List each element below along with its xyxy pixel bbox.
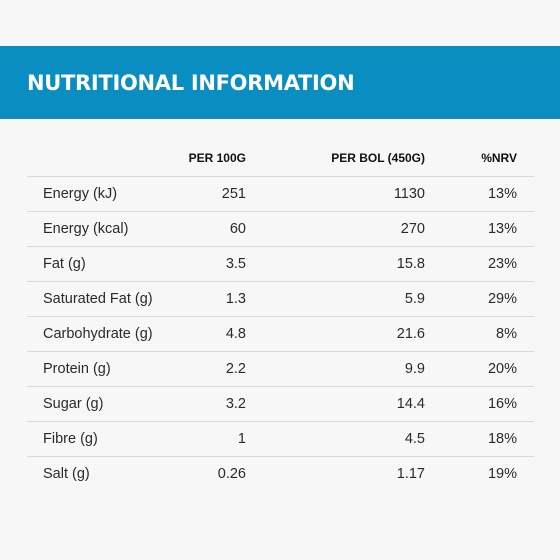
nutrient-name: Fat (g)	[43, 256, 86, 272]
table-row: Saturated Fat (g) 1.3 5.9 29%	[27, 281, 534, 316]
nrv-value: 18%	[487, 431, 517, 447]
table-header-row: PER 100G PER BOL (450G) %NRV	[27, 140, 534, 176]
column-header-nrv: %NRV	[481, 151, 517, 165]
nrv-value: 13%	[487, 186, 517, 202]
per-100g-value: 1	[237, 431, 246, 447]
nutrition-table: PER 100G PER BOL (450G) %NRV Energy (kJ)…	[27, 140, 534, 491]
per-bowl-value: 14.4	[396, 396, 425, 412]
nrv-value: 16%	[487, 396, 517, 412]
table-row: Salt (g) 0.26 1.17 19%	[27, 456, 534, 491]
per-100g-value: 3.2	[225, 396, 246, 412]
per-100g-value: 4.8	[225, 326, 246, 342]
nutrient-name: Fibre (g)	[43, 431, 98, 447]
per-bowl-value: 4.5	[404, 431, 425, 447]
nrv-value: 23%	[487, 256, 517, 272]
per-100g-value: 2.2	[225, 361, 246, 377]
nrv-value: 19%	[487, 466, 517, 482]
nutrient-name: Sugar (g)	[43, 396, 104, 412]
table-row: Fat (g) 3.5 15.8 23%	[27, 246, 534, 281]
per-bowl-value: 1130	[393, 186, 425, 202]
column-header-per-bowl: PER BOL (450G)	[331, 151, 425, 165]
per-100g-value: 251	[221, 186, 246, 202]
per-bowl-value: 1.17	[396, 466, 425, 482]
per-bowl-value: 15.8	[396, 256, 425, 272]
table-row: Sugar (g) 3.2 14.4 16%	[27, 386, 534, 421]
nrv-value: 8%	[496, 326, 517, 342]
nutrient-name: Energy (kcal)	[43, 221, 129, 237]
per-100g-value: 60	[229, 221, 246, 237]
nrv-value: 13%	[487, 221, 517, 237]
per-100g-value: 1.3	[225, 291, 246, 307]
nutrient-name: Saturated Fat (g)	[43, 291, 153, 307]
table-row: Energy (kJ) 251 1130 13%	[27, 176, 534, 211]
nrv-value: 29%	[487, 291, 517, 307]
nutrient-name: Energy (kJ)	[43, 186, 118, 202]
table-row: Fibre (g) 1 4.5 18%	[27, 421, 534, 456]
nutrient-name: Carbohydrate (g)	[43, 326, 153, 342]
per-100g-value: 3.5	[225, 256, 246, 272]
table-row: Energy (kcal) 60 270 13%	[27, 211, 534, 246]
table-row: Carbohydrate (g) 4.8 21.6 8%	[27, 316, 534, 351]
per-bowl-value: 270	[400, 221, 425, 237]
page-title: NUTRITIONAL INFORMATION	[27, 71, 355, 95]
nrv-value: 20%	[487, 361, 517, 377]
column-header-per-100g: PER 100G	[188, 151, 246, 165]
nutrient-name: Salt (g)	[43, 466, 90, 482]
nutrient-name: Protein (g)	[43, 361, 111, 377]
header-banner: NUTRITIONAL INFORMATION	[0, 46, 560, 119]
per-100g-value: 0.26	[217, 466, 246, 482]
per-bowl-value: 9.9	[404, 361, 425, 377]
table-row: Protein (g) 2.2 9.9 20%	[27, 351, 534, 386]
per-bowl-value: 21.6	[396, 326, 425, 342]
per-bowl-value: 5.9	[404, 291, 425, 307]
